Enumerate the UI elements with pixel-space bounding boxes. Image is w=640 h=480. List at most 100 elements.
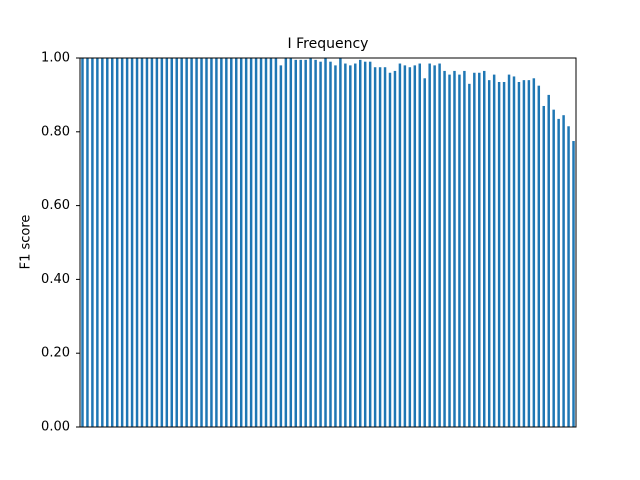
bar bbox=[264, 58, 268, 427]
bar bbox=[145, 58, 149, 427]
bar bbox=[180, 58, 183, 427]
bar bbox=[507, 74, 511, 427]
bar bbox=[368, 61, 372, 427]
plot-frame bbox=[79, 57, 577, 428]
y-tick-label: 1.00 bbox=[41, 51, 70, 66]
bar bbox=[458, 74, 461, 427]
bar bbox=[274, 58, 278, 427]
y-tick-label: 0.80 bbox=[41, 124, 70, 139]
bar bbox=[115, 58, 119, 427]
bar bbox=[383, 67, 387, 427]
bar bbox=[562, 115, 565, 427]
bar bbox=[220, 58, 223, 427]
bar bbox=[304, 59, 307, 427]
bar bbox=[299, 59, 302, 427]
bar bbox=[111, 58, 114, 427]
bar bbox=[572, 141, 575, 427]
bar bbox=[423, 78, 426, 428]
bar bbox=[165, 58, 169, 427]
bar bbox=[567, 126, 570, 427]
bar bbox=[373, 67, 377, 427]
bar bbox=[433, 65, 436, 427]
y-tick-label: 0.60 bbox=[41, 198, 70, 213]
bar bbox=[279, 65, 283, 427]
bar bbox=[552, 109, 555, 427]
bar bbox=[453, 70, 456, 427]
bar bbox=[398, 63, 402, 427]
bar bbox=[259, 58, 263, 427]
bar bbox=[408, 67, 412, 427]
bar bbox=[130, 58, 134, 427]
bar bbox=[101, 58, 104, 427]
bar bbox=[487, 80, 491, 427]
bar bbox=[170, 58, 173, 427]
bar bbox=[483, 70, 486, 427]
bar bbox=[557, 118, 560, 427]
bar bbox=[532, 78, 536, 428]
bar bbox=[413, 65, 417, 427]
bar bbox=[443, 70, 446, 427]
bar bbox=[81, 58, 84, 427]
bar bbox=[492, 74, 496, 427]
bar bbox=[393, 70, 397, 427]
bar bbox=[225, 58, 228, 427]
bar bbox=[478, 72, 481, 427]
bar bbox=[334, 65, 337, 427]
bar bbox=[210, 58, 213, 427]
bar bbox=[294, 59, 297, 427]
bar bbox=[363, 61, 367, 427]
bar bbox=[542, 105, 545, 427]
bar bbox=[106, 58, 109, 427]
bar bbox=[438, 63, 441, 427]
bar bbox=[314, 59, 317, 427]
bar bbox=[354, 63, 357, 427]
bar bbox=[537, 85, 541, 428]
bar bbox=[215, 58, 218, 427]
bar bbox=[344, 63, 347, 427]
bar bbox=[254, 58, 258, 427]
bar bbox=[418, 63, 421, 427]
bar bbox=[195, 58, 198, 427]
bar bbox=[284, 58, 288, 427]
bar bbox=[463, 70, 466, 427]
bar bbox=[517, 81, 521, 428]
bar bbox=[428, 63, 431, 427]
bar bbox=[150, 58, 154, 427]
bar bbox=[339, 58, 342, 427]
bar bbox=[527, 80, 531, 427]
bar bbox=[497, 81, 501, 428]
bar bbox=[235, 58, 238, 427]
bar bbox=[349, 65, 352, 427]
y-axis-label: F1 score bbox=[19, 215, 34, 270]
bar bbox=[502, 81, 506, 428]
bar bbox=[140, 58, 144, 427]
bar bbox=[388, 72, 392, 427]
y-tick-label: 0.00 bbox=[41, 420, 70, 435]
bar bbox=[86, 58, 89, 427]
bar bbox=[329, 61, 332, 427]
bar bbox=[244, 58, 248, 427]
bar bbox=[378, 67, 382, 427]
bar bbox=[309, 58, 312, 427]
bar bbox=[160, 58, 164, 427]
y-tick-label: 0.40 bbox=[41, 272, 70, 287]
chart-title: I Frequency bbox=[288, 36, 369, 52]
bar bbox=[125, 58, 129, 427]
bar bbox=[230, 58, 233, 427]
bar bbox=[522, 80, 526, 427]
bar bbox=[289, 58, 293, 427]
bar bbox=[120, 58, 124, 427]
bar bbox=[319, 61, 322, 427]
bar bbox=[473, 72, 476, 427]
bar bbox=[185, 58, 188, 427]
bar bbox=[269, 58, 273, 427]
bar bbox=[324, 58, 327, 427]
bar bbox=[135, 58, 139, 427]
bar bbox=[359, 59, 362, 427]
bar bbox=[468, 83, 471, 427]
bar bbox=[512, 76, 516, 427]
bar bbox=[190, 58, 193, 427]
bar bbox=[403, 65, 407, 427]
bar bbox=[155, 58, 159, 427]
